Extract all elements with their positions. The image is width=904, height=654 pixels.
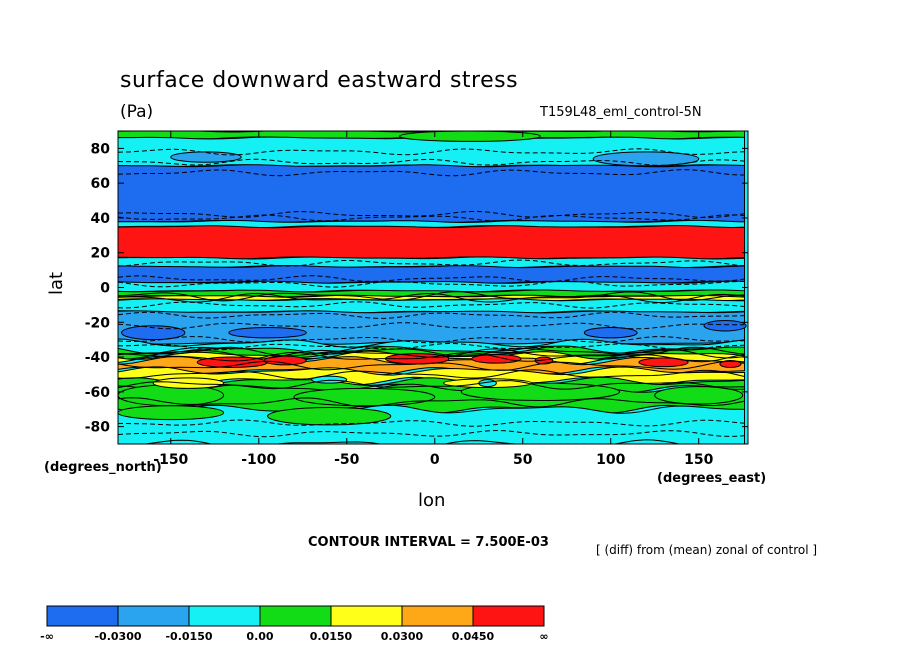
- colorbar-swatch: [188, 605, 261, 627]
- y-tick-label: 40: [91, 211, 111, 227]
- y-axis-label: lat: [46, 271, 67, 295]
- x-tick-label: 100: [596, 452, 625, 468]
- x-tick-label: 0: [430, 452, 440, 468]
- negative-contour-line: [118, 259, 745, 267]
- colorbar-swatch: [330, 605, 403, 627]
- x-axis-units: (degrees_east): [657, 471, 767, 486]
- contour-patch: [399, 131, 541, 142]
- footnote: [ (diff) from (mean) zonal of control ]: [596, 543, 818, 557]
- contour-patch: [471, 353, 522, 364]
- negative-contour-line: [118, 342, 745, 351]
- negative-contour-line: [118, 148, 745, 156]
- y-tick-label: -20: [85, 315, 111, 331]
- colorbar-swatch: [117, 605, 190, 627]
- negative-contour-line: [118, 280, 745, 288]
- y-tick-label: -80: [85, 420, 111, 436]
- negative-contour-line: [118, 158, 745, 166]
- zonal-band: [118, 225, 745, 260]
- negative-contour-line: [118, 322, 745, 330]
- positive-contour-line: [118, 351, 745, 363]
- x-tick-label: 150: [684, 452, 713, 468]
- positive-contour-line: [118, 360, 745, 371]
- x-tick-label: -100: [241, 452, 276, 468]
- x-axis-label: lon: [418, 490, 446, 511]
- contour-patch: [267, 406, 392, 426]
- negative-contour-line: [118, 275, 745, 283]
- negative-contour-line: [118, 311, 745, 319]
- positive-contour-line: [118, 292, 745, 304]
- contour-patch: [583, 326, 638, 339]
- contour-patch: [654, 386, 744, 405]
- x-tick-label: -50: [334, 452, 360, 468]
- negative-contour-line: [118, 210, 745, 219]
- positive-contour-line: [118, 346, 745, 358]
- contour-patch: [293, 387, 436, 407]
- y-tick-label: 80: [91, 141, 111, 157]
- contour-patch: [118, 405, 225, 421]
- contour-patch: [170, 151, 242, 163]
- chart-units: (Pa): [120, 102, 154, 122]
- negative-contour-line: [118, 419, 745, 427]
- colorbar-label: 0.0450: [452, 630, 495, 643]
- colorbar-swatch: [259, 605, 332, 627]
- contour-patch: [719, 360, 742, 368]
- contour-patch: [228, 326, 307, 339]
- positive-contour-line: [118, 379, 745, 390]
- x-tick-label: 50: [513, 452, 533, 468]
- y-tick-label: 60: [91, 176, 111, 192]
- positive-contour-line: [118, 369, 745, 380]
- chart-title: surface downward eastward stress: [120, 68, 519, 93]
- colorbar-label: 0.0150: [310, 630, 353, 643]
- positive-contour-line: [118, 291, 745, 302]
- y-tick-label: -60: [85, 385, 111, 401]
- negative-contour-line: [118, 214, 745, 222]
- contour-interval-label: CONTOUR INTERVAL = 7.500E-03: [308, 535, 549, 550]
- x-tick-label: -150: [153, 452, 188, 468]
- colorbar-label: ∞: [539, 630, 548, 643]
- colorbar-swatch: [401, 605, 474, 627]
- run-label: T159L48_eml_control-5N: [540, 105, 702, 120]
- negative-contour-line: [118, 336, 745, 344]
- negative-contour-line: [118, 429, 745, 438]
- colorbar-label: 0.0300: [381, 630, 424, 643]
- y-tick-label: 20: [91, 246, 111, 262]
- contour-patch: [638, 357, 689, 368]
- y-tick-label: -40: [85, 350, 111, 366]
- y-tick-label: 0: [100, 281, 110, 297]
- negative-contour-line: [118, 301, 745, 309]
- contour-patch: [703, 320, 747, 332]
- zonal-band: [118, 265, 745, 284]
- colorbar-label: 0.00: [246, 630, 273, 643]
- positive-contour-line: [118, 397, 745, 408]
- y-axis-units: (degrees_north): [44, 460, 162, 475]
- colorbar-swatch: [46, 605, 119, 627]
- colorbar-label: -∞: [40, 630, 54, 643]
- colorbar-swatch: [472, 605, 545, 627]
- zonal-band: [118, 164, 745, 223]
- colorbar-label: -0.0300: [94, 630, 141, 643]
- contour-patch: [592, 151, 700, 167]
- colorbar-label: -0.0150: [165, 630, 212, 643]
- negative-contour-line: [118, 169, 745, 177]
- zonal-band: [118, 310, 745, 345]
